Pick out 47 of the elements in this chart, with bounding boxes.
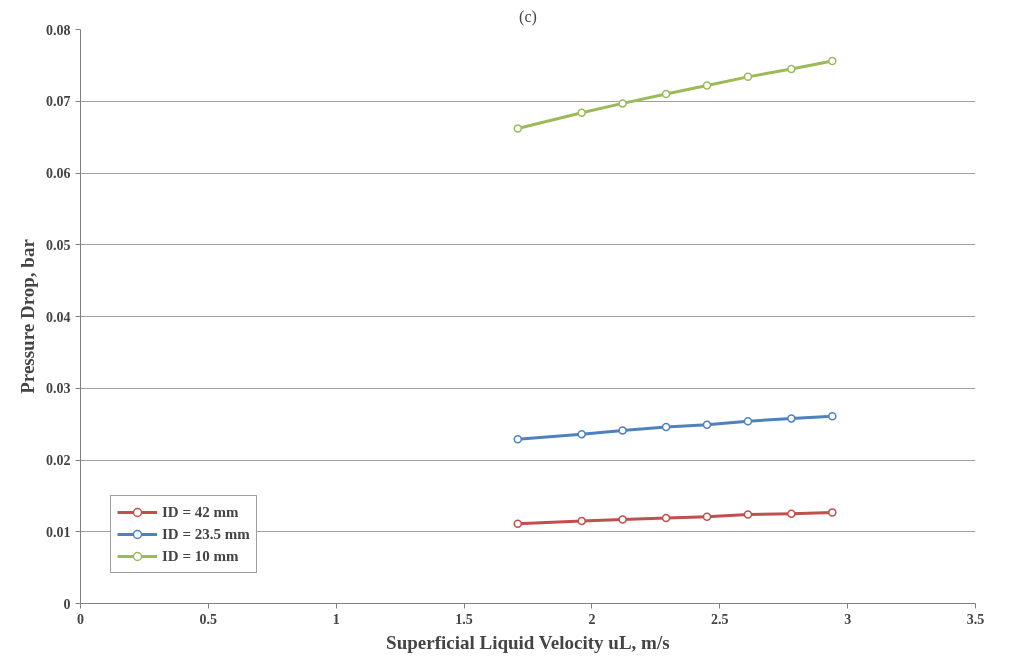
point [743,72,753,82]
point [513,434,523,444]
point [661,89,671,99]
point [513,124,523,133]
x-tick-label: 0.5 [199,611,218,627]
y-tick-label: 0.04 [46,309,71,325]
point [702,81,712,90]
point [828,508,837,517]
x-tick-label: 1 [332,611,340,627]
point [787,64,796,74]
y-tick-label: 0.08 [46,22,71,38]
y-tick-label: 0 [63,596,71,612]
point [828,411,837,421]
x-tick-label: 2.5 [711,611,729,627]
point [513,519,523,529]
y-tick-label: 0.01 [46,524,71,540]
point [828,56,837,66]
point [618,99,627,108]
y-tick-label: 0.03 [46,381,71,397]
point [661,422,671,432]
point [661,513,671,523]
y-tick-label: 0.05 [46,237,71,253]
point [743,510,753,519]
point [618,515,627,524]
y-tick-label: 0.02 [46,453,71,468]
point [577,516,586,526]
legend-label: ID = 23.5 mm [162,525,250,543]
point [787,509,796,519]
x-axis-title: Superficial Liquid Velocity uL, m/s [386,631,670,653]
point [702,512,712,521]
chart-title: (c) [519,7,537,26]
point [577,108,586,117]
point [743,417,753,426]
x-tick-label: 3.5 [966,611,985,627]
point [702,420,712,430]
y-axis-title: Pressure Drop, bar [17,238,38,394]
point [618,426,627,435]
x-tick-label: 0 [77,611,84,627]
x-tick-label: 3 [844,611,852,627]
legend-label: ID = 10 mm [162,547,239,565]
x-tick-label: 1.5 [455,611,473,627]
legend-label: ID = 42 mm [162,503,239,521]
point [577,429,586,439]
point [787,414,796,423]
x-tick-label: 2 [588,611,596,627]
y-tick-label: 0.07 [46,94,71,110]
y-tick-label: 0.06 [46,166,71,181]
